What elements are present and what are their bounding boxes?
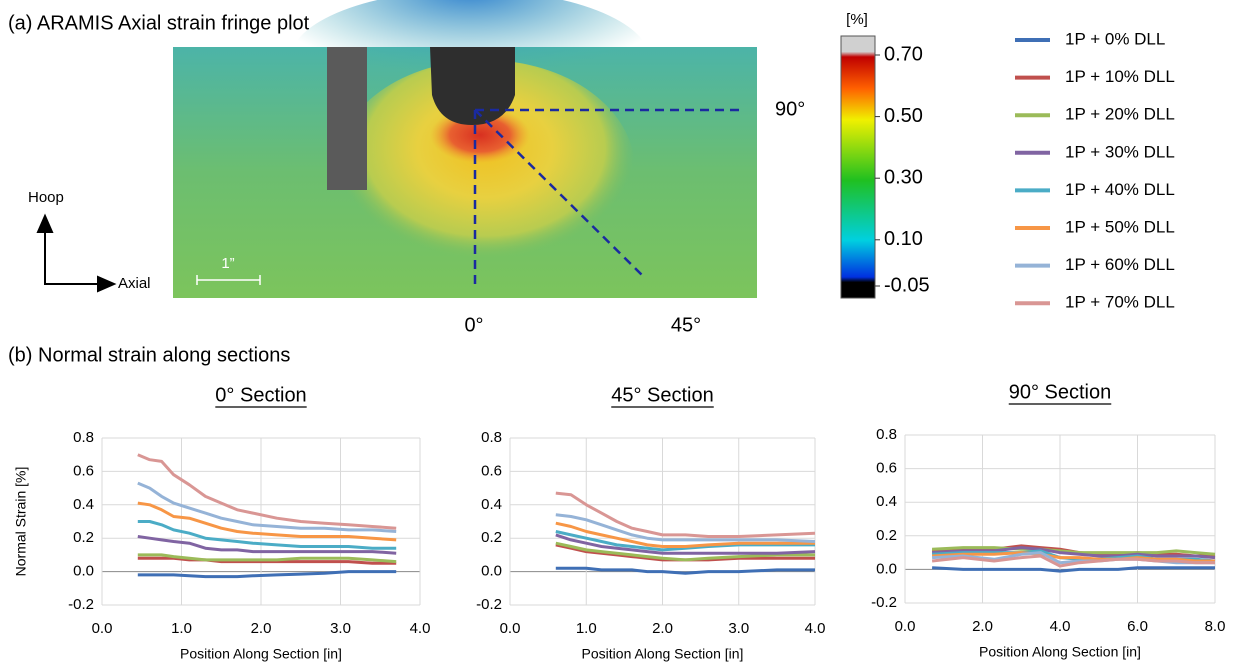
series-line: [932, 546, 1216, 556]
series-line: [555, 566, 815, 575]
series-line: [137, 556, 397, 565]
chart-title: 0° Section: [215, 384, 306, 406]
y-tick-label: 0.4: [481, 496, 502, 513]
panel-b-title: (b) Normal strain along sections: [8, 344, 290, 366]
scale-label: 1”: [221, 255, 234, 272]
y-tick-label: -0.2: [871, 594, 897, 611]
legend-label: 1P + 0% DLL: [1065, 29, 1165, 48]
legend-label: 1P + 20% DLL: [1065, 105, 1175, 124]
x-tick-label: 4.0: [805, 620, 826, 637]
series-line: [932, 566, 1215, 573]
axes-arrows: [36, 213, 117, 293]
x-axis-label: Position Along Section [in]: [180, 646, 342, 662]
x-tick-label: 2.0: [251, 620, 272, 637]
series-line: [137, 553, 397, 564]
legend-label: 1P + 40% DLL: [1065, 180, 1175, 199]
y-tick-label: 0.6: [481, 462, 502, 479]
x-axis-label: Position Along Section [in]: [979, 644, 1141, 660]
series-line: [555, 530, 815, 552]
series-line: [932, 551, 1215, 563]
x-tick-label: 6.0: [1127, 618, 1148, 635]
series-line: [555, 533, 816, 555]
colorbar-tick-label: 0.10: [884, 228, 923, 250]
colorbar-tick-label: 0.50: [884, 105, 923, 127]
x-tick-label: 0.0: [500, 620, 521, 637]
angle-label: 90°: [775, 98, 805, 120]
x-tick-label: 4.0: [1050, 618, 1071, 635]
y-tick-label: 0.0: [481, 563, 502, 580]
x-tick-label: 3.0: [728, 620, 749, 637]
y-tick-label: 0.6: [73, 462, 94, 479]
legend-label: 1P + 60% DLL: [1065, 255, 1175, 274]
fringe-photo: [173, 0, 757, 298]
chart-title: 45° Section: [611, 384, 714, 406]
series-line: [555, 541, 815, 562]
series-line: [555, 513, 816, 543]
y-tick-label: 0.2: [73, 529, 94, 546]
x-tick-label: 1.0: [171, 620, 192, 637]
colorbar-tick-label: -0.05: [884, 274, 930, 296]
y-tick-label: 0.4: [876, 493, 897, 510]
series-line: [555, 543, 815, 562]
angle-label: 45°: [671, 314, 701, 336]
series-line: [555, 491, 816, 538]
legend-label: 1P + 30% DLL: [1065, 142, 1175, 161]
y-tick-label: 0.0: [73, 563, 94, 580]
x-tick-label: 0.0: [895, 618, 916, 635]
x-tick-label: 2.0: [652, 620, 673, 637]
hoop-label: Hoop: [28, 189, 64, 206]
y-axis-label: Normal Strain [%]: [13, 467, 29, 577]
colorbar-tick-label: 0.30: [884, 166, 923, 188]
series-line: [137, 501, 397, 542]
x-axis-label: Position Along Section [in]: [582, 646, 744, 662]
y-tick-label: 0.2: [876, 527, 897, 544]
x-tick-label: 3.0: [330, 620, 351, 637]
y-tick-label: 0.8: [481, 429, 502, 446]
chart-title: 90° Section: [1009, 381, 1112, 403]
series-line: [137, 481, 397, 533]
legend-label: 1P + 50% DLL: [1065, 217, 1175, 236]
colorbar: [840, 35, 876, 299]
series-line: [137, 520, 397, 550]
y-tick-label: 0.8: [876, 426, 897, 443]
y-tick-label: 0.0: [876, 560, 897, 577]
series-line: [137, 453, 397, 530]
y-tick-label: -0.2: [68, 596, 94, 613]
y-tick-label: 0.2: [481, 529, 502, 546]
y-tick-label: 0.6: [876, 460, 897, 477]
x-tick-label: 1.0: [576, 620, 597, 637]
axial-label: Axial: [118, 275, 151, 292]
panel-a-title: (a) ARAMIS Axial strain fringe plot: [8, 12, 310, 34]
x-tick-label: 8.0: [1205, 618, 1226, 635]
x-tick-label: 0.0: [92, 620, 113, 637]
series-line: [932, 546, 1216, 560]
y-tick-label: -0.2: [476, 596, 502, 613]
y-tick-label: 0.4: [73, 496, 94, 513]
x-tick-label: 4.0: [410, 620, 431, 637]
x-tick-label: 2.0: [972, 618, 993, 635]
series-line: [137, 535, 397, 555]
series-line: [555, 521, 815, 548]
series-line: [137, 570, 397, 579]
colorbar-tick-label: 0.70: [884, 43, 923, 65]
y-tick-label: 0.8: [73, 429, 94, 446]
colorbar-unit: [%]: [846, 11, 868, 28]
angle-label: 0°: [464, 314, 483, 336]
legend-label: 1P + 70% DLL: [1065, 293, 1175, 312]
legend-label: 1P + 10% DLL: [1065, 67, 1175, 86]
series-line: [931, 554, 1215, 568]
